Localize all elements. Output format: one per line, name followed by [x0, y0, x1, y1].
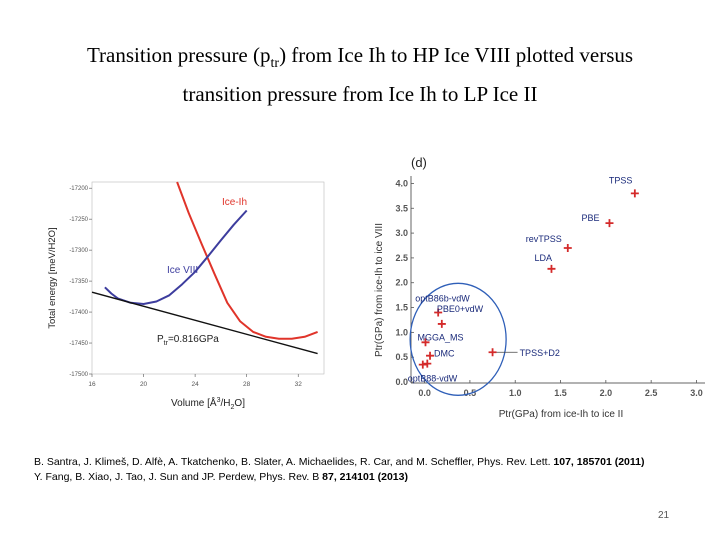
point-marker	[563, 243, 572, 252]
point-label: PBE0+vdW	[437, 304, 484, 314]
energy-x-tick-label: 32	[295, 381, 303, 388]
point-marker	[488, 348, 497, 357]
panel-label: (d)	[411, 155, 427, 170]
ptr-x-tick-label: 1.0	[509, 388, 522, 398]
energy-x-tick-label: 16	[88, 381, 96, 388]
point-label: PBE	[581, 213, 599, 223]
point-label: TPSS	[609, 175, 633, 185]
ptr-y-tick-label: 0.5	[395, 352, 408, 362]
transition-pressure-annotation: Ptr=0.816GPa	[157, 334, 219, 347]
reference-fang: Y. Fang, B. Xiao, J. Tao, J. Sun and JP.…	[34, 471, 408, 483]
point-pbe: PBE	[581, 213, 614, 228]
point-marker	[547, 264, 556, 273]
energy-series-ice-ih	[176, 181, 318, 340]
point-marker	[605, 219, 614, 228]
point-label: optB86b-vdW	[415, 294, 470, 304]
point-optb88-vdw	[423, 359, 432, 368]
slide-title: Transition pressure (ptr) from Ice Ih to…	[30, 40, 690, 109]
point-marker	[423, 359, 432, 368]
ptr-y-tick-label: 0.0	[395, 377, 408, 387]
ptr-y-tick-label: 1.5	[395, 303, 408, 313]
ptr-y-tick-label: 2.5	[395, 253, 408, 263]
energy-y-tick-label: -17450	[69, 341, 88, 347]
point-marker	[630, 189, 639, 198]
point-mgga-ms: MGGA_MS	[418, 332, 464, 347]
point-label: LDA	[534, 253, 552, 263]
energy-volume-chart: 16 20 24 28 32 -17200 -17250 -17300 -17350 -17400…	[47, 181, 325, 411]
energy-series-ice-viii	[104, 209, 248, 305]
ptr-x-tick-label: 0.0	[418, 388, 431, 398]
point-label: revTPSS	[526, 234, 562, 244]
ptr-x-axis-label: Ptr(GPa) from ice-Ih to ice II	[499, 409, 623, 420]
energy-x-tick-label: 20	[140, 381, 148, 388]
energy-x-axis-label: Volume [Å3/H2O]	[171, 396, 245, 411]
page-number: 21	[658, 510, 670, 521]
slide-title-line2: transition pressure from Ice Ih to LP Ic…	[182, 82, 538, 107]
point-marker	[421, 338, 430, 347]
ptr-x-tick-label: 0.5	[464, 388, 477, 398]
point-label: MGGA_MS	[418, 332, 464, 342]
energy-y-tick-label: -17400	[69, 310, 88, 316]
energy-y-tick-label: -17250	[69, 217, 88, 223]
point-tpss: TPSS	[609, 175, 639, 198]
point-marker	[426, 351, 435, 360]
reference-santra: B. Santra, J. Klimeš, D. Alfè, A. Tkatch…	[34, 456, 645, 468]
energy-y-tick-label: -17200	[69, 186, 88, 192]
energy-y-tick-label: -17300	[69, 248, 88, 254]
ptr-x-tick-label: 3.0	[690, 388, 703, 398]
point-label: TPSS+D2	[520, 348, 560, 358]
point-marker	[418, 360, 427, 369]
ptr-y-tick-label: 1.0	[395, 327, 408, 337]
energy-y-axis-label: Total energy [meV/H2O]	[47, 227, 58, 328]
ptr-y-axis-label: Ptr(GPa) from ice-Ih to ice VIII	[374, 223, 385, 357]
point-dmc: DMC	[426, 349, 455, 360]
ptr-y-tick-label: 3.0	[395, 228, 408, 238]
slide-title-line1: Transition pressure (ptr) from Ice Ih to…	[86, 43, 634, 72]
energy-y-tick-label: -17350	[69, 279, 88, 285]
ptr-y-tick-label: 2.0	[395, 278, 408, 288]
point-label: DMC	[434, 349, 455, 359]
point-revtpss: revTPSS	[526, 234, 572, 252]
energy-series-common-tangent	[91, 291, 318, 355]
highlight-ellipse	[409, 282, 507, 396]
point-marker	[437, 319, 446, 328]
ptr-y-tick-label: 4.0	[395, 178, 408, 188]
energy-x-tick-label: 24	[191, 381, 199, 388]
transition-pressure-chart: (d) 0.0 0.5 1.0 1.5 2.0 2.5 3.0 0.0 0.5 1.0 1.5 2.0…	[374, 155, 705, 420]
point-pbe0-vdw: PBE0+vdW	[437, 304, 484, 328]
point-marker	[434, 308, 443, 317]
energy-plot-frame	[91, 181, 325, 375]
ice-ih-label: Ice-Ih	[222, 197, 247, 208]
ptr-x-tick-label: 2.5	[645, 388, 658, 398]
energy-x-tick-label: 28	[243, 381, 251, 388]
ptr-x-tick-label: 2.0	[600, 388, 613, 398]
ice-viii-label: Ice VIII	[167, 265, 198, 276]
energy-y-tick-label: -17500	[69, 372, 88, 378]
ptr-x-tick-label: 1.5	[554, 388, 567, 398]
point-lda: LDA	[534, 253, 556, 273]
point-optb88-vdw: optB88-vdW	[408, 360, 458, 384]
ptr-y-tick-label: 3.5	[395, 203, 408, 213]
point-tpss-d2: TPSS+D2	[488, 348, 560, 358]
point-optb86b-vdw: optB86b-vdW	[415, 294, 470, 317]
point-label: optB88-vdW	[408, 374, 458, 384]
